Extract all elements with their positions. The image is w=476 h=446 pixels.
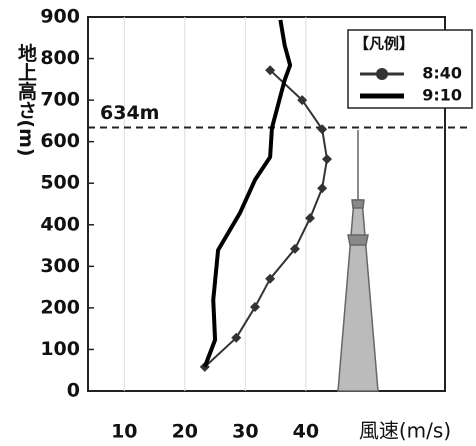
chart: 地上高さ(m) 風速(m/s) 【凡例】 0 100 200 300 400 500 600… <box>0 0 476 446</box>
y-tick-label: 800 <box>40 47 80 69</box>
series-marker <box>322 154 332 164</box>
y-tick-label: 300 <box>40 255 80 277</box>
tower <box>338 130 378 391</box>
y-tick-label: 600 <box>40 130 80 152</box>
y-tick-label: 700 <box>40 89 80 111</box>
legend-label: 8:40 <box>422 64 462 83</box>
legend-marker <box>376 68 388 80</box>
x-axis-label: 風速(m/s) <box>359 419 451 443</box>
y-axis-label: 地上高さ(m) <box>15 42 37 156</box>
y-tick-label: 500 <box>40 172 80 194</box>
series-marker <box>305 213 315 223</box>
y-tick-label: 0 <box>67 380 80 402</box>
series-marker <box>250 302 260 312</box>
y-tick-label: 400 <box>40 213 80 235</box>
y-tick-label: 200 <box>40 296 80 318</box>
y-tick-label: 100 <box>40 338 80 360</box>
x-tick-label: 20 <box>172 421 198 443</box>
x-tick-label: 40 <box>293 421 319 443</box>
reference-label: 634m <box>100 102 159 124</box>
x-tick-label: 30 <box>232 421 258 443</box>
legend-title: 【凡例】 <box>354 35 414 53</box>
series-line <box>205 20 290 367</box>
y-tick-label: 900 <box>40 6 80 28</box>
legend-label: 9:10 <box>422 86 462 105</box>
series-marker <box>317 183 327 193</box>
x-tick-label: 10 <box>111 421 137 443</box>
